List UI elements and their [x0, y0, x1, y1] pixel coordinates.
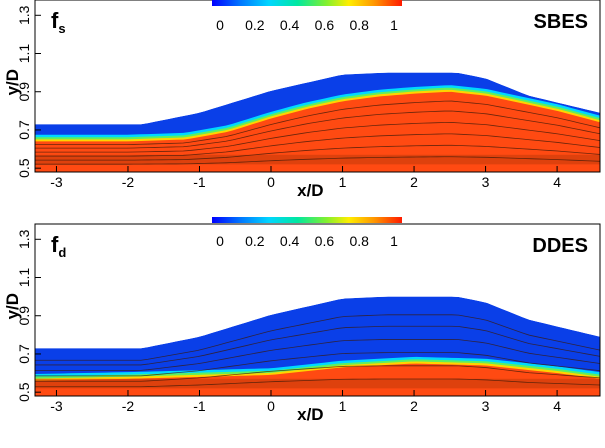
- x-tick-label: 0: [267, 174, 275, 190]
- x-tick-label: -3: [50, 174, 63, 190]
- y-tick-label: 1.3: [16, 5, 32, 25]
- x-axis-label: x/D: [297, 405, 323, 424]
- x-tick-label: -1: [193, 174, 206, 190]
- x-tick-label: -2: [122, 174, 135, 190]
- colorbar: [212, 217, 402, 223]
- x-tick-label: 1: [339, 174, 347, 190]
- x-axis-label: x/D: [297, 181, 323, 200]
- x-tick-label: 3: [482, 398, 490, 414]
- near-wall-streak: [35, 378, 600, 389]
- streamline: [35, 378, 601, 388]
- colorbar: [212, 0, 402, 6]
- x-tick-label: 1: [339, 398, 347, 414]
- x-tick-label: 2: [410, 174, 418, 190]
- streamline: [35, 314, 601, 361]
- x-tick-label: -1: [193, 398, 206, 414]
- y-axis-label: y/D: [3, 69, 22, 95]
- variable-label: fd: [51, 232, 66, 260]
- streamline: [35, 133, 601, 157]
- model-label: DDES: [532, 235, 588, 257]
- colorbar-tick-label: 0.2: [245, 233, 265, 249]
- outside-domain: [35, 225, 600, 349]
- colorbar-tick-label: 0.4: [280, 17, 300, 33]
- streamline: [35, 122, 601, 153]
- colorbar-tick-label: 0: [216, 17, 224, 33]
- colorbar-tick-label: 0.6: [315, 17, 335, 33]
- streamline: [35, 339, 601, 371]
- panel-ddes: -3 -2 -1 0 1 2 3 4 0.5 0.7 0.9 1.1 1.3 x/D y/D fd DDES 0 0…: [3, 217, 601, 424]
- colorbar-tick-label: 0.8: [349, 233, 369, 249]
- streamline: [35, 352, 601, 377]
- plot-frame: [34, 223, 601, 397]
- y-tick-label: 1.3: [16, 229, 32, 249]
- x-tick-label: -3: [50, 398, 63, 414]
- colorbar-tick-label: 0: [216, 233, 224, 249]
- y-tick-label: 0.5: [16, 382, 32, 402]
- y-tick-label: 0.5: [16, 158, 32, 178]
- x-tick-label: 2: [410, 398, 418, 414]
- y-tick-label: 0.7: [16, 344, 32, 364]
- x-tick-label: -2: [122, 398, 135, 414]
- streamline: [35, 110, 601, 149]
- streamline: [35, 100, 601, 146]
- x-tick-label: 3: [482, 174, 490, 190]
- variable-label: fs: [51, 8, 66, 36]
- panel-sbes: -3 -2 -1 0 1 2 3 4 0.5 0.7 0.9 1.1 1.3 x/D y/D fs SBES 0 0…: [3, 0, 601, 200]
- plot-frame: [34, 0, 601, 173]
- variable-symbol: f: [51, 8, 59, 33]
- near-wall-streak: [35, 154, 600, 165]
- y-tick-label: 0.9: [16, 82, 32, 102]
- colorbar-tick-label: 0.4: [280, 233, 300, 249]
- model-label: SBES: [534, 11, 588, 33]
- streamline: [35, 144, 601, 161]
- colorbar-tick-label: 1: [390, 17, 398, 33]
- x-tick-label: 4: [553, 398, 561, 414]
- y-tick-label: 0.7: [16, 120, 32, 140]
- y-tick-label: 1.1: [16, 44, 32, 64]
- streamline: [35, 325, 601, 366]
- colorbar-tick-label: 0.8: [349, 17, 369, 33]
- variable-subscript: d: [58, 245, 66, 260]
- variable-subscript: s: [58, 21, 65, 36]
- colorbar-tick-label: 0.6: [315, 233, 335, 249]
- y-axis-label: y/D: [3, 293, 22, 319]
- streamline: [35, 365, 601, 382]
- variable-symbol: f: [51, 232, 59, 257]
- y-tick-label: 0.9: [16, 306, 32, 326]
- x-tick-label: 0: [267, 398, 275, 414]
- colorbar-tick-label: 1: [390, 233, 398, 249]
- streamline: [35, 156, 601, 165]
- y-tick-label: 1.1: [16, 268, 32, 288]
- outside-domain: [35, 1, 600, 125]
- x-tick-label: 4: [553, 174, 561, 190]
- colorbar-tick-label: 0.2: [245, 17, 265, 33]
